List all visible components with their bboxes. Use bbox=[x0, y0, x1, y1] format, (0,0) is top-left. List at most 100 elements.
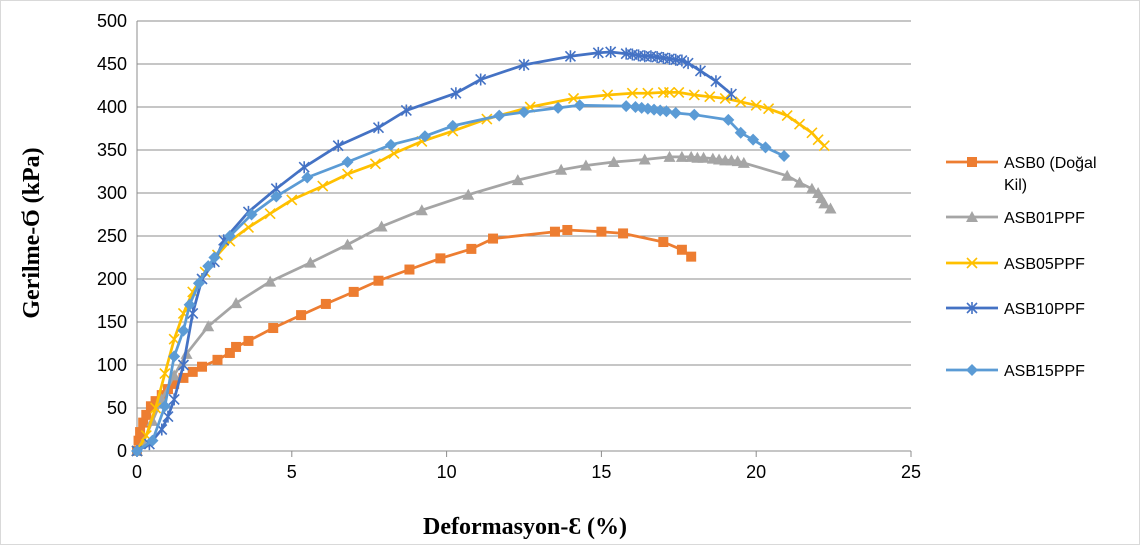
data-point-asb05ppf-14 bbox=[341, 168, 354, 180]
data-point-asb0-do-al-kil-17 bbox=[268, 323, 279, 334]
legend-item-asb10ppf: ASB10PPF bbox=[946, 301, 1085, 318]
series-line-asb0-do-al-kil bbox=[135, 228, 693, 452]
legend-swatch-marker-asb15ppf bbox=[966, 364, 978, 376]
data-point-asb05ppf-26 bbox=[663, 86, 676, 98]
data-point-asb0-do-al-kil-4 bbox=[141, 409, 152, 420]
series-line-asb05ppf bbox=[135, 91, 826, 452]
y-tick-label-450: 450 bbox=[97, 54, 127, 74]
data-point-asb0-do-al-kil-25 bbox=[488, 233, 499, 244]
x-tick-label-5: 5 bbox=[287, 462, 297, 482]
data-point-asb05ppf-30 bbox=[719, 92, 731, 104]
data-point-asb01ppf-20 bbox=[675, 150, 688, 162]
data-point-asb15ppf-34 bbox=[778, 150, 791, 163]
data-point-asb0-do-al-kil-15 bbox=[231, 341, 242, 352]
data-point-asb15ppf-10 bbox=[245, 208, 258, 221]
data-point-asb10ppf-35 bbox=[725, 88, 737, 101]
data-point-asb15ppf-6 bbox=[192, 277, 205, 290]
data-point-asb10ppf-14 bbox=[372, 121, 385, 134]
data-point-asb15ppf-8 bbox=[208, 251, 221, 264]
x-tick-label-15: 15 bbox=[591, 462, 611, 482]
data-point-asb01ppf-19 bbox=[663, 150, 676, 162]
legend-item-asb0-do-al-kil: ASB0 (Doğal Kil) bbox=[946, 155, 1097, 194]
data-point-asb05ppf-38 bbox=[818, 140, 830, 152]
data-point-asb15ppf-18 bbox=[518, 106, 530, 119]
legend-label-asb0-do-al-kil: ASB0 (Doğal bbox=[1004, 155, 1097, 172]
legend-label-asb10ppf: ASB10PPF bbox=[1004, 301, 1085, 318]
data-point-asb10ppf-3 bbox=[162, 410, 174, 423]
x-tick-label-25: 25 bbox=[901, 462, 921, 482]
data-series bbox=[131, 45, 837, 457]
data-point-asb0-do-al-kil-10 bbox=[178, 372, 189, 383]
data-point-asb10ppf-34 bbox=[710, 75, 722, 88]
x-tick-label-20: 20 bbox=[746, 462, 766, 482]
data-point-asb15ppf-13 bbox=[341, 156, 354, 169]
legend-item-asb15ppf: ASB15PPF bbox=[946, 363, 1085, 380]
data-point-asb0-do-al-kil-9 bbox=[169, 378, 180, 389]
y-tick-label-350: 350 bbox=[97, 140, 127, 160]
legend-label-asb0-do-al-kil-line2: Kil) bbox=[1004, 177, 1027, 194]
legend: ASB0 (Doğal Kil) ASB01PPF ASB05PPF ASB10PPF A… bbox=[946, 155, 1097, 380]
data-point-asb0-do-al-kil-32 bbox=[686, 251, 697, 262]
data-point-asb0-do-al-kil-13 bbox=[212, 354, 223, 365]
data-point-asb0-do-al-kil-3 bbox=[138, 417, 149, 428]
data-point-asb05ppf-24 bbox=[642, 87, 654, 99]
data-point-asb01ppf-9 bbox=[304, 256, 317, 268]
data-point-asb01ppf-18 bbox=[638, 153, 651, 165]
data-point-asb05ppf-23 bbox=[626, 87, 638, 99]
data-point-asb05ppf-34 bbox=[781, 110, 793, 122]
data-point-asb01ppf-16 bbox=[579, 159, 592, 171]
data-point-asb01ppf-29 bbox=[737, 156, 750, 168]
data-point-asb01ppf-7 bbox=[230, 297, 243, 309]
data-point-asb0-do-al-kil-16 bbox=[243, 335, 254, 346]
legend-swatch-marker-asb01ppf bbox=[966, 211, 978, 222]
y-tick-label-0: 0 bbox=[117, 441, 127, 461]
data-point-asb01ppf-12 bbox=[415, 204, 428, 216]
series-asb01ppf bbox=[131, 150, 837, 456]
data-point-asb05ppf-28 bbox=[688, 89, 700, 101]
data-point-asb15ppf-15 bbox=[418, 130, 431, 143]
data-point-asb0-do-al-kil-23 bbox=[435, 253, 446, 264]
data-point-asb15ppf-28 bbox=[669, 107, 682, 120]
legend-item-asb05ppf: ASB05PPF bbox=[946, 256, 1085, 273]
data-point-asb15ppf-32 bbox=[747, 133, 760, 146]
data-point-asb15ppf-4 bbox=[177, 324, 190, 337]
data-point-asb01ppf-10 bbox=[341, 238, 354, 250]
y-tick-label-500: 500 bbox=[97, 11, 127, 31]
y-axis-title: Gerilme-Ϭ (kPa) bbox=[19, 147, 45, 318]
data-point-asb10ppf-31 bbox=[676, 54, 688, 67]
data-point-asb01ppf-17 bbox=[607, 156, 620, 168]
data-point-asb05ppf-33 bbox=[763, 103, 775, 115]
data-point-asb15ppf-33 bbox=[759, 141, 772, 154]
data-point-asb0-do-al-kil-1 bbox=[133, 435, 144, 446]
data-point-asb15ppf-5 bbox=[183, 298, 196, 311]
data-point-asb05ppf-3 bbox=[159, 368, 171, 380]
data-point-asb15ppf-1 bbox=[146, 434, 159, 447]
data-point-asb10ppf-12 bbox=[298, 161, 310, 174]
data-point-asb15ppf-19 bbox=[552, 101, 565, 114]
y-tick-label-300: 300 bbox=[97, 183, 127, 203]
data-point-asb10ppf-21 bbox=[605, 45, 617, 58]
legend-label-asb15ppf: ASB15PPF bbox=[1004, 363, 1085, 380]
data-point-asb01ppf-8 bbox=[264, 275, 277, 287]
data-point-asb01ppf-31 bbox=[793, 176, 806, 188]
data-point-asb0-do-al-kil-21 bbox=[373, 275, 384, 286]
data-point-asb05ppf-13 bbox=[317, 180, 329, 192]
data-point-asb15ppf-21 bbox=[620, 100, 633, 113]
data-point-asb0-do-al-kil-26 bbox=[549, 226, 560, 237]
data-point-asb0-do-al-kil-31 bbox=[676, 244, 687, 255]
data-point-asb10ppf-13 bbox=[332, 139, 344, 152]
data-point-asb0-do-al-kil-14 bbox=[224, 347, 235, 358]
data-point-asb15ppf-20 bbox=[573, 99, 586, 112]
axes: 0 50 100 150 200 250 300 350 400 450 500 0 5 10 15 20 25 bbox=[97, 11, 921, 482]
y-tick-label-100: 100 bbox=[97, 355, 127, 375]
legend-swatch-marker-asb0-do-al-kil bbox=[967, 157, 977, 167]
data-point-asb10ppf-18 bbox=[518, 58, 530, 71]
data-point-asb0-do-al-kil-27 bbox=[562, 224, 573, 235]
data-point-asb05ppf-15 bbox=[369, 158, 381, 170]
data-point-asb05ppf-21 bbox=[567, 92, 580, 104]
y-tick-label-400: 400 bbox=[97, 97, 127, 117]
data-point-asb0-do-al-kil-22 bbox=[404, 264, 415, 275]
x-tick-label-0: 0 bbox=[132, 462, 142, 482]
series-line-asb01ppf bbox=[135, 155, 832, 452]
